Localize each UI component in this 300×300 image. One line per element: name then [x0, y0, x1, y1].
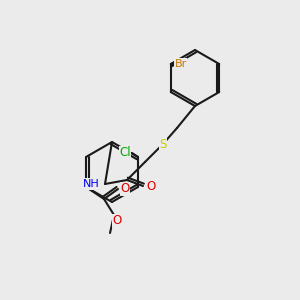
Text: Cl: Cl [119, 146, 131, 160]
Text: NH: NH [83, 179, 100, 189]
Text: O: O [120, 182, 130, 196]
Text: Br: Br [175, 59, 187, 69]
Text: S: S [159, 137, 167, 151]
Text: O: O [112, 214, 122, 227]
Text: O: O [146, 179, 156, 193]
